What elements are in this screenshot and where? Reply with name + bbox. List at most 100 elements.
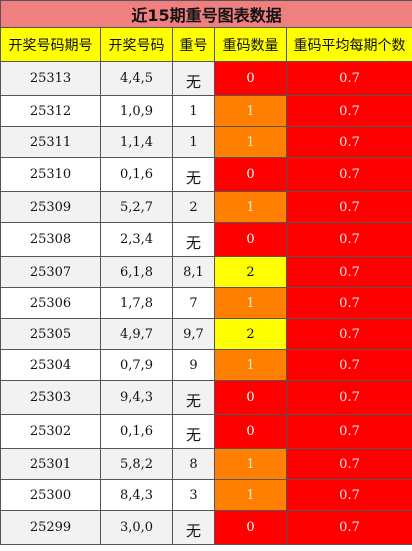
numbers-cell: 5,2,7	[100, 191, 173, 223]
table-row: 25301 5,8,2 8 1 0.7	[0, 448, 412, 480]
numbers-cell: 9,4,3	[100, 380, 173, 415]
table-row: 25299 3,0,0 无 0 0.7	[0, 510, 412, 545]
column-header-average: 重码平均每期个数	[285, 27, 412, 62]
average-cell: 0.7	[285, 318, 412, 350]
issue-cell: 25307	[0, 256, 101, 288]
numbers-cell: 1,1,4	[100, 126, 173, 158]
table-row: 25313 4,4,5 无 0 0.7	[0, 61, 412, 96]
issue-cell: 25311	[0, 126, 101, 158]
average-cell: 0.7	[285, 95, 412, 127]
table-row: 25303 9,4,3 无 0 0.7	[0, 380, 412, 415]
issue-cell: 25313	[0, 61, 101, 96]
numbers-cell: 0,1,6	[100, 414, 173, 449]
table-row: 25302 0,1,6 无 0 0.7	[0, 414, 412, 449]
repeat-count-cell: 0	[214, 222, 287, 257]
table-row: 25312 1,0,9 1 1 0.7	[0, 95, 412, 127]
repeat-cell: 1	[172, 126, 215, 158]
average-cell: 0.7	[285, 157, 412, 192]
numbers-cell: 4,9,7	[100, 318, 173, 350]
table-row: 25304 0,7,9 9 1 0.7	[0, 349, 412, 381]
column-header-count: 重码数量	[214, 27, 287, 62]
average-cell: 0.7	[285, 61, 412, 96]
average-cell: 0.7	[285, 126, 412, 158]
table-row: 25311 1,1,4 1 1 0.7	[0, 126, 412, 158]
title-row: 近15期重号图表数据	[0, 0, 412, 28]
issue-cell: 25309	[0, 191, 101, 223]
table-row: 25307 6,1,8 8,1 2 0.7	[0, 256, 412, 288]
issue-cell: 25299	[0, 510, 101, 545]
repeat-count-cell: 0	[214, 61, 287, 96]
average-cell: 0.7	[285, 222, 412, 257]
average-cell: 0.7	[285, 287, 412, 319]
average-cell: 0.7	[285, 479, 412, 511]
repeat-count-cell: 1	[214, 287, 287, 319]
column-header-numbers: 开奖号码	[100, 27, 173, 62]
average-cell: 0.7	[285, 510, 412, 545]
issue-cell: 25305	[0, 318, 101, 350]
table-body: 25313 4,4,5 无 0 0.7 25312 1,0,9 1 1 0.7 25311 1,1,4…	[0, 61, 412, 545]
average-cell: 0.7	[285, 256, 412, 288]
column-header-issue: 开奖号码期号	[0, 27, 101, 62]
numbers-cell: 4,4,5	[100, 61, 173, 96]
average-cell: 0.7	[285, 448, 412, 480]
numbers-cell: 1,7,8	[100, 287, 173, 319]
repeat-cell: 1	[172, 95, 215, 127]
repeat-count-cell: 2	[214, 256, 287, 288]
repeat-count-cell: 1	[214, 126, 287, 158]
repeat-count-cell: 0	[214, 157, 287, 192]
repeat-cell: 无	[172, 414, 215, 449]
average-cell: 0.7	[285, 414, 412, 449]
repeat-cell: 3	[172, 479, 215, 511]
repeat-count-cell: 0	[214, 414, 287, 449]
table-row: 25300 8,4,3 3 1 0.7	[0, 479, 412, 511]
average-cell: 0.7	[285, 380, 412, 415]
repeat-cell: 无	[172, 61, 215, 96]
average-cell: 0.7	[285, 191, 412, 223]
repeat-cell: 8	[172, 448, 215, 480]
column-header-repeat: 重号	[172, 27, 215, 62]
numbers-cell: 5,8,2	[100, 448, 173, 480]
repeat-cell: 无	[172, 157, 215, 192]
numbers-cell: 8,4,3	[100, 479, 173, 511]
table-row: 25306 1,7,8 7 1 0.7	[0, 287, 412, 319]
issue-cell: 25308	[0, 222, 101, 257]
repeat-count-cell: 2	[214, 318, 287, 350]
issue-cell: 25302	[0, 414, 101, 449]
repeat-cell: 9	[172, 349, 215, 381]
numbers-cell: 1,0,9	[100, 95, 173, 127]
repeat-cell: 7	[172, 287, 215, 319]
average-cell: 0.7	[285, 349, 412, 381]
table-row: 25305 4,9,7 9,7 2 0.7	[0, 318, 412, 350]
issue-cell: 25304	[0, 349, 101, 381]
repeat-cell: 无	[172, 380, 215, 415]
repeat-cell: 无	[172, 222, 215, 257]
header-row: 开奖号码期号 开奖号码 重号 重码数量 重码平均每期个数	[0, 27, 412, 62]
repeat-count-cell: 0	[214, 510, 287, 545]
repeat-count-cell: 1	[214, 349, 287, 381]
table-row: 25308 2,3,4 无 0 0.7	[0, 222, 412, 257]
table-title: 近15期重号图表数据	[0, 0, 412, 28]
repeat-cell: 8,1	[172, 256, 215, 288]
repeat-cell: 2	[172, 191, 215, 223]
repeat-count-cell: 1	[214, 95, 287, 127]
table-row: 25309 5,2,7 2 1 0.7	[0, 191, 412, 223]
repeat-cell: 9,7	[172, 318, 215, 350]
repeat-count-cell: 0	[214, 380, 287, 415]
repeat-count-cell: 1	[214, 448, 287, 480]
issue-cell: 25310	[0, 157, 101, 192]
repeat-count-cell: 1	[214, 479, 287, 511]
issue-cell: 25312	[0, 95, 101, 127]
numbers-cell: 3,0,0	[100, 510, 173, 545]
issue-cell: 25303	[0, 380, 101, 415]
issue-cell: 25306	[0, 287, 101, 319]
issue-cell: 25300	[0, 479, 101, 511]
table-row: 25310 0,1,6 无 0 0.7	[0, 157, 412, 192]
numbers-cell: 2,3,4	[100, 222, 173, 257]
repeat-cell: 无	[172, 510, 215, 545]
numbers-cell: 0,1,6	[100, 157, 173, 192]
issue-cell: 25301	[0, 448, 101, 480]
numbers-cell: 0,7,9	[100, 349, 173, 381]
repeat-count-cell: 1	[214, 191, 287, 223]
